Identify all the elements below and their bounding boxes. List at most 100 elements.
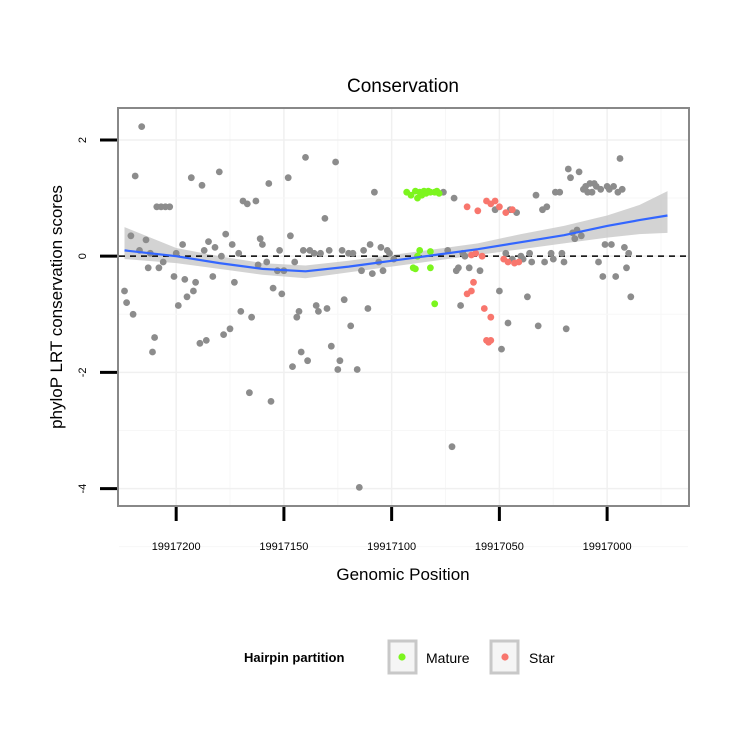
point-other-20 xyxy=(174,302,182,309)
point-other-24 xyxy=(187,174,195,182)
point-other-137 xyxy=(567,174,574,182)
point-other-34 xyxy=(215,168,223,176)
point-other-1 xyxy=(123,299,130,306)
point-other-33 xyxy=(211,244,219,251)
point-other-67 xyxy=(302,154,309,161)
point-other-41 xyxy=(235,249,243,257)
point-other-132 xyxy=(556,188,564,196)
legend-title: Hairpin partition xyxy=(244,650,344,665)
x-tick-label-4: 19917000 xyxy=(583,541,632,553)
point-star-10 xyxy=(470,278,477,286)
point-other-95 xyxy=(377,244,385,251)
point-other-147 xyxy=(588,188,596,196)
point-star-6 xyxy=(502,209,510,217)
point-other-76 xyxy=(325,247,333,254)
point-other-28 xyxy=(198,181,206,189)
point-other-122 xyxy=(526,249,533,257)
point-other-165 xyxy=(627,293,635,301)
point-other-93 xyxy=(371,188,378,196)
point-star-15 xyxy=(487,337,495,344)
point-other-27 xyxy=(196,339,204,347)
point-other-13 xyxy=(155,264,163,272)
smooth-line xyxy=(124,214,668,273)
point-other-128 xyxy=(543,203,551,211)
point-other-70 xyxy=(310,249,318,257)
point-other-73 xyxy=(317,249,324,257)
point-other-150 xyxy=(595,258,602,266)
point-other-68 xyxy=(304,357,311,365)
point-other-15 xyxy=(159,258,167,266)
point-other-80 xyxy=(336,357,344,365)
point-other-7 xyxy=(142,236,150,244)
point-other-50 xyxy=(259,241,266,248)
point-star-17 xyxy=(472,249,480,257)
point-other-161 xyxy=(618,185,626,193)
legend-marker-star xyxy=(501,653,509,661)
point-other-35 xyxy=(218,252,225,260)
y-tick-label-2: -2 xyxy=(77,368,89,378)
point-other-113 xyxy=(498,345,505,353)
point-other-40 xyxy=(231,278,238,286)
point-other-86 xyxy=(353,366,361,373)
point-other-6 xyxy=(138,123,146,130)
point-other-88 xyxy=(358,267,365,275)
point-other-124 xyxy=(532,191,540,199)
point-other-84 xyxy=(347,322,355,330)
point-other-32 xyxy=(209,273,217,280)
point-other-29 xyxy=(200,247,208,254)
point-other-164 xyxy=(625,249,633,257)
point-other-59 xyxy=(284,174,292,182)
point-other-71 xyxy=(312,302,320,309)
point-other-110 xyxy=(476,267,484,275)
point-other-158 xyxy=(612,273,620,280)
point-other-96 xyxy=(379,267,387,275)
point-mature-16 xyxy=(416,247,424,254)
point-star-22 xyxy=(515,258,523,266)
point-other-79 xyxy=(334,366,342,373)
point-other-82 xyxy=(340,296,348,304)
point-other-152 xyxy=(599,273,607,280)
point-other-81 xyxy=(338,247,346,254)
point-other-4 xyxy=(131,172,139,180)
point-other-127 xyxy=(541,258,548,266)
point-other-0 xyxy=(121,287,128,295)
y-tick-label-1: 0 xyxy=(77,253,89,259)
point-other-125 xyxy=(534,322,542,330)
point-other-157 xyxy=(610,183,617,190)
point-other-26 xyxy=(192,278,200,286)
point-other-153 xyxy=(601,241,609,248)
point-star-7 xyxy=(508,206,516,214)
point-mature-19 xyxy=(431,300,439,308)
point-other-38 xyxy=(226,325,234,333)
point-other-142 xyxy=(577,232,585,240)
point-star-20 xyxy=(504,258,512,266)
point-other-160 xyxy=(616,155,624,162)
point-other-151 xyxy=(597,185,605,193)
point-other-89 xyxy=(360,247,367,254)
x-tick-label-2: 19917100 xyxy=(367,541,416,553)
point-other-45 xyxy=(246,389,253,397)
point-other-30 xyxy=(202,337,210,344)
point-mature-14 xyxy=(412,265,419,273)
point-other-115 xyxy=(504,319,512,327)
point-other-51 xyxy=(263,258,271,266)
point-other-10 xyxy=(149,348,156,356)
point-other-48 xyxy=(254,261,262,269)
point-other-134 xyxy=(560,258,568,266)
point-other-106 xyxy=(457,302,464,309)
point-other-62 xyxy=(291,258,299,266)
point-other-2 xyxy=(127,232,135,240)
point-other-85 xyxy=(349,249,357,257)
x-axis-title: Genomic Position xyxy=(336,565,469,584)
point-other-66 xyxy=(299,247,307,254)
point-other-37 xyxy=(222,230,230,238)
point-other-135 xyxy=(562,325,570,333)
point-other-42 xyxy=(237,308,245,315)
x-tick-label-1: 19917150 xyxy=(259,541,308,553)
point-other-49 xyxy=(256,235,264,243)
legend: Hairpin partition Mature Star xyxy=(244,639,555,675)
point-other-63 xyxy=(293,313,301,321)
point-other-90 xyxy=(364,305,372,312)
point-mature-1 xyxy=(407,191,415,199)
point-other-31 xyxy=(205,238,212,246)
